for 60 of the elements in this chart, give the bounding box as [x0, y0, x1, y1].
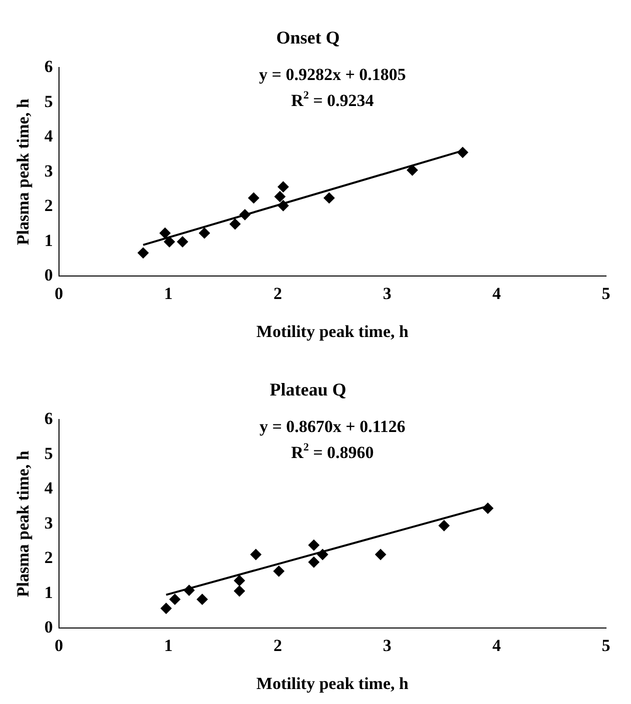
point: [230, 218, 241, 230]
y-axis-title: Plasma peak time, h: [14, 450, 33, 598]
x-tick-label: 5: [602, 284, 610, 303]
point: [273, 566, 284, 577]
point: [198, 228, 210, 239]
point: [138, 247, 149, 258]
x-tick-label: 5: [602, 636, 610, 655]
x-tick-label: 2: [273, 284, 282, 303]
point: [308, 540, 320, 551]
y-tick-label: 6: [44, 408, 53, 428]
point: [248, 192, 260, 204]
point: [239, 209, 250, 220]
x-tick-label: 4: [492, 284, 502, 303]
chart-title: Onset Q: [276, 27, 340, 48]
point: [250, 548, 262, 560]
point: [375, 548, 386, 560]
point: [196, 594, 208, 605]
x-tick-label: 1: [164, 636, 173, 655]
point: [164, 236, 175, 248]
x-axis-title: Motility peak time, h: [256, 322, 410, 342]
point: [160, 602, 172, 614]
point: [278, 181, 289, 192]
x-tick-label: 3: [382, 636, 392, 655]
point: [406, 164, 418, 176]
point: [234, 586, 245, 596]
y-tick-label: 2: [44, 196, 53, 216]
point: [177, 236, 188, 248]
point: [324, 192, 335, 204]
y-tick-label: 5: [44, 92, 53, 111]
point: [160, 228, 171, 239]
point: [234, 575, 245, 586]
point: [274, 191, 286, 202]
x-tick-label: 3: [382, 284, 392, 303]
point: [438, 520, 450, 532]
y-tick-label: 4: [44, 478, 54, 498]
y-tick-label: 5: [44, 444, 53, 463]
y-tick-label: 6: [44, 56, 53, 76]
x-tick-label: 4: [492, 636, 502, 655]
y-axis-title: Plasma peak time, h: [14, 98, 33, 246]
annotation: y = 0.9282x + 0.1805: [259, 64, 406, 84]
point: [169, 594, 180, 605]
point: [308, 556, 320, 568]
y-tick-label: 2: [44, 548, 53, 568]
point: [278, 200, 289, 212]
chart-title: Plateau Q: [270, 379, 346, 400]
point: [482, 502, 494, 514]
x-tick-label: 1: [164, 284, 173, 303]
x-axis-title: Motility peak time, h: [256, 674, 410, 694]
point: [457, 146, 468, 158]
point: [317, 548, 328, 560]
y-tick-label: 3: [44, 161, 53, 180]
annotation: y = 0.8670x + 0.1126: [259, 416, 406, 436]
y-tick-label: 4: [44, 126, 54, 146]
point: [184, 584, 195, 596]
x-tick-label: 2: [273, 636, 282, 655]
y-tick-label: 0: [44, 266, 53, 285]
y-tick-label: 3: [44, 513, 53, 532]
y-tick-label: 1: [44, 582, 53, 602]
y-tick-label: 0: [44, 618, 53, 637]
y-tick-label: 1: [44, 230, 53, 250]
